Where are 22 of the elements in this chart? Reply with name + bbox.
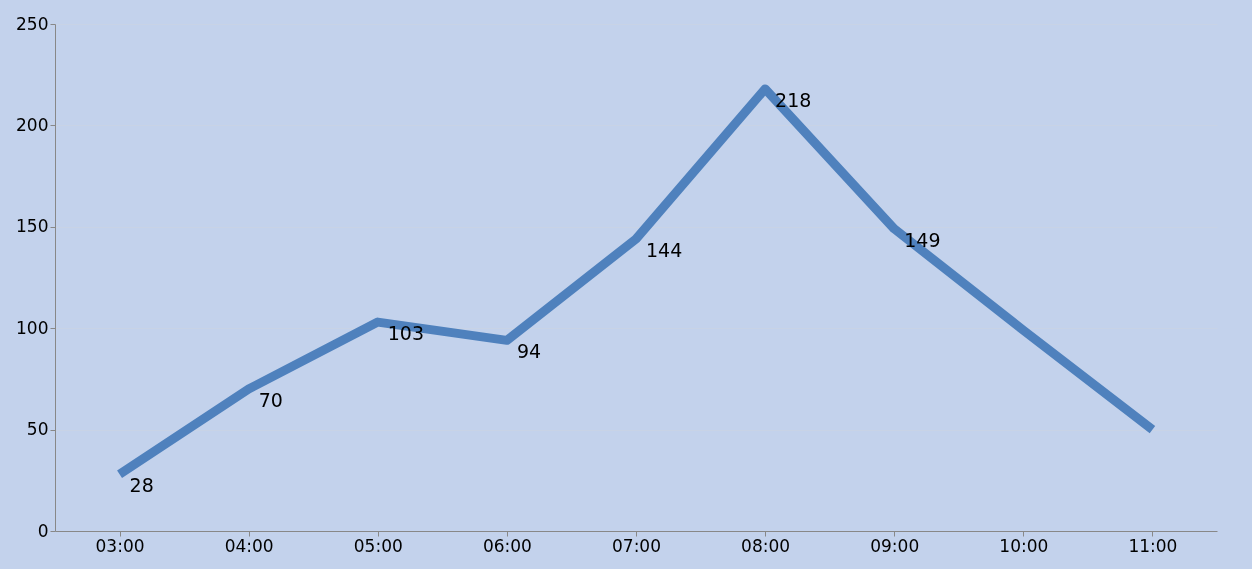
x-tick-label: 06:00	[482, 535, 532, 556]
y-tick-label: 150	[16, 216, 49, 237]
y-tick-label: 0	[37, 520, 49, 541]
data-label: 218	[775, 88, 812, 111]
data-label: 94	[516, 340, 542, 363]
x-tick-label: 05:00	[353, 535, 403, 556]
y-tick-label: 50	[26, 419, 49, 440]
x-tick-label: 11:00	[1128, 535, 1178, 556]
y-tick-label: 100	[16, 317, 49, 338]
x-tick-label: 09:00	[870, 535, 920, 556]
x-tick-label: 07:00	[612, 535, 661, 556]
y-tick-label: 200	[16, 114, 49, 135]
data-label: 149	[904, 228, 941, 251]
data-label: 28	[129, 474, 154, 497]
x-tick-label: 03:00	[95, 535, 145, 556]
y-tick-label: 250	[16, 13, 49, 34]
x-tick-label: 04:00	[224, 535, 274, 556]
data-label: 144	[646, 238, 683, 261]
x-tick-label: 10:00	[999, 535, 1049, 556]
x-tick-label: 08:00	[741, 535, 791, 556]
data-label: 70	[258, 389, 283, 412]
data-label: 103	[387, 322, 425, 345]
